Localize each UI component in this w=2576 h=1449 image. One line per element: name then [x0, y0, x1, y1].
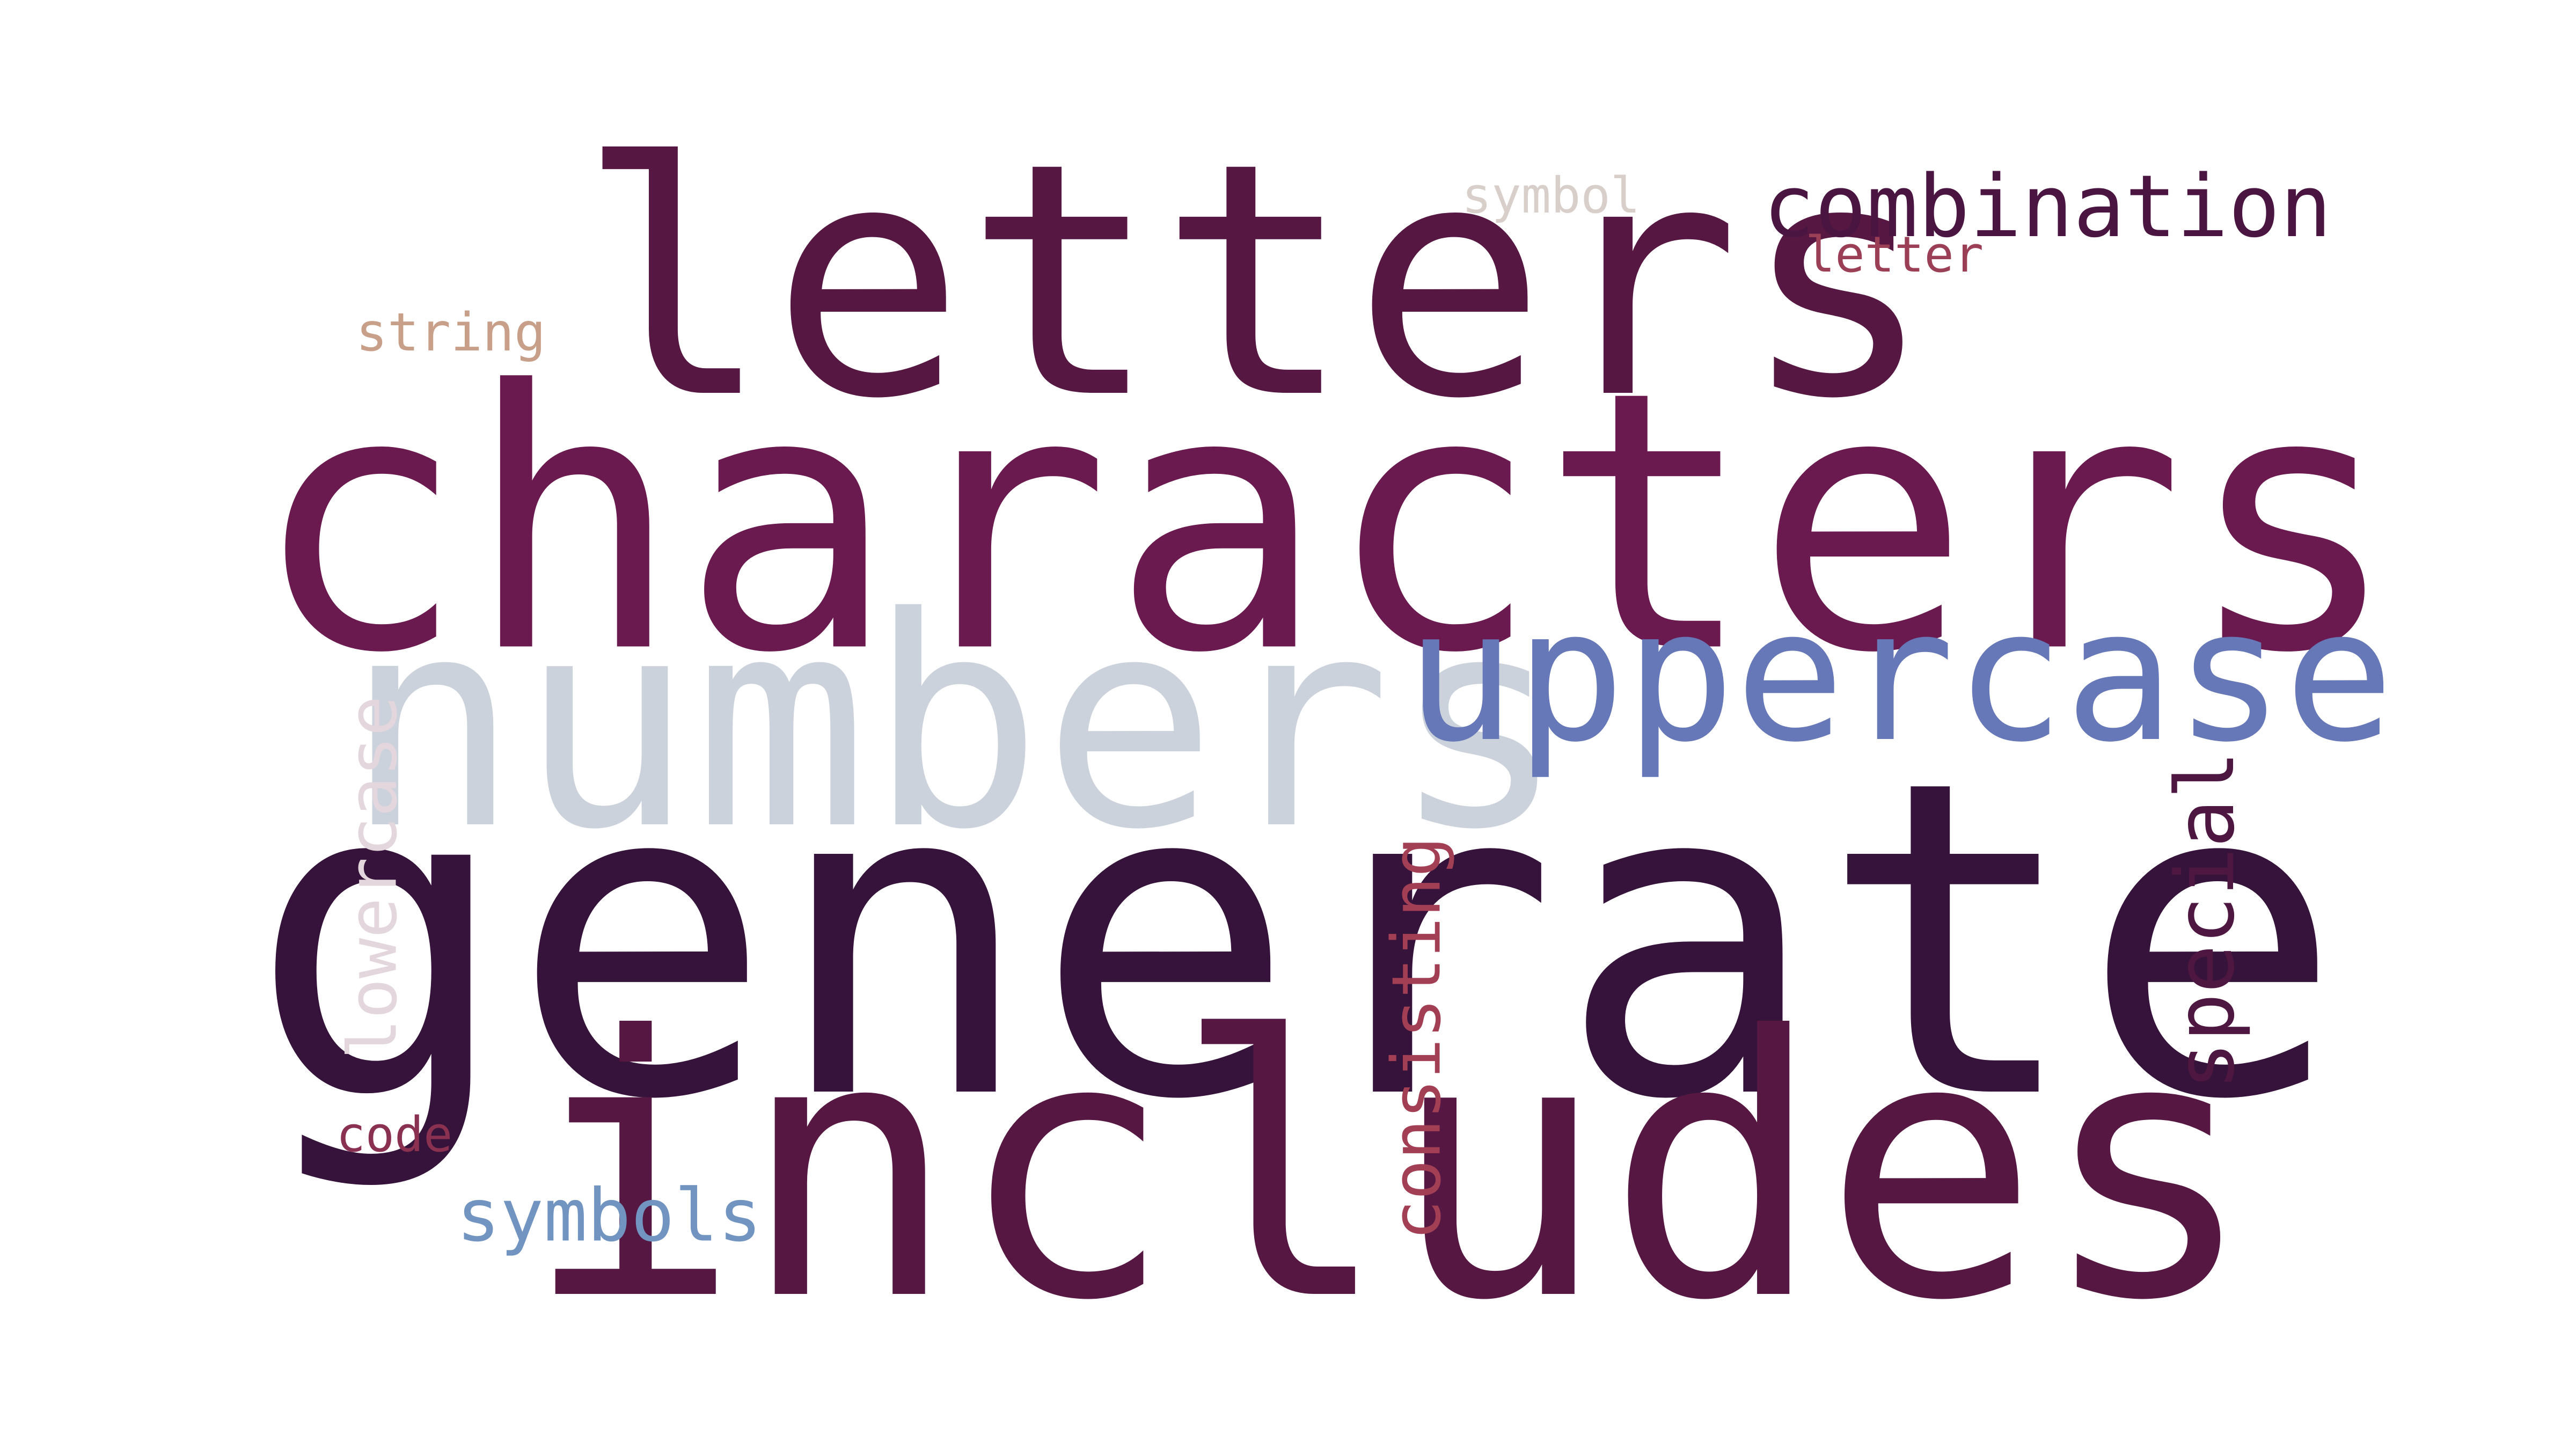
word-includes: includes: [524, 961, 2256, 1379]
word-uppercase: uppercase: [1405, 570, 2395, 782]
word-string: string: [355, 302, 546, 363]
word-consisting: consisting: [1378, 836, 1456, 1241]
word-letter: letter: [1805, 226, 1984, 283]
word-letters: letters: [577, 94, 1935, 469]
word-characters: characters: [251, 315, 2400, 731]
word-special: special: [2159, 750, 2252, 1091]
word-symbol: symbol: [1461, 167, 1641, 224]
word-combination: combination: [1763, 156, 2332, 257]
word-code: code: [336, 1107, 453, 1163]
word-symbols: symbols: [456, 1173, 762, 1258]
word-numbers: numbers: [345, 556, 1566, 893]
word-lowercase: lowercase: [334, 696, 412, 1059]
word-generate: generate: [249, 689, 2343, 1195]
